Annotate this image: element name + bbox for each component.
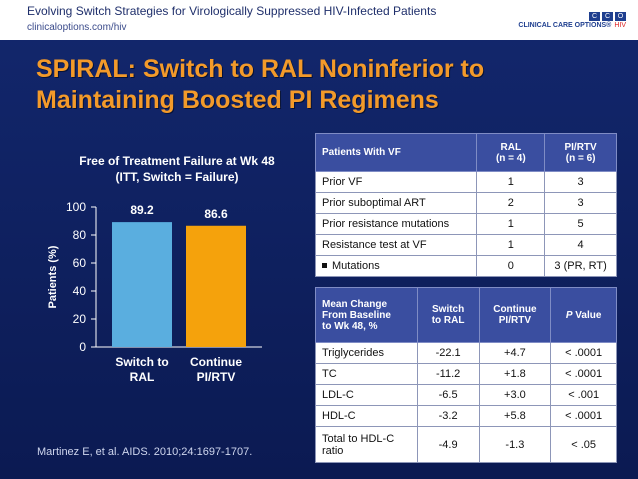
table-row: Mutations 0 3 (PR, RT) [314,255,617,277]
chart-title-line2: (ITT, Switch = Failure) [115,170,239,184]
vf-table-header: Patients With VF RAL (n = 4) PI/RTV (n = 6… [314,133,617,172]
table-row: Prior VF 1 3 [314,171,617,193]
x-category-label: RAL [130,370,155,384]
x-category-label: Continue [190,355,242,369]
table-row: Prior resistance mutations 1 5 [314,213,617,235]
x-category-label: PI/RTV [197,370,236,384]
y-tick-label: 40 [73,284,87,298]
chart-title-line1: Free of Treatment Failure at Wk 48 [79,154,275,168]
vf-header-pi: PI/RTV (n = 6) [544,133,617,172]
slide: SPIRAL: Switch to RAL Noninferior to Mai… [0,40,638,479]
chart-title: Free of Treatment Failure at Wk 48 (ITT,… [52,153,302,185]
slide-title-line1: SPIRAL: Switch to RAL Noninferior to [36,55,485,83]
table-row: HDL-C -3.2 +5.8 < .0001 [315,405,617,427]
logo-name: CLINICAL CARE OPTIONS® [518,22,612,29]
bar [112,222,172,347]
citation: Martinez E, et al. AIDS. 2010;24:1697-17… [37,446,253,458]
table-row: Resistance test at VF 1 4 [314,234,617,256]
vf-table: Patients With VF RAL (n = 4) PI/RTV (n = 6… [314,133,617,277]
header-bar: Evolving Switch Strategies for Virologic… [0,0,638,40]
y-tick-label: 60 [73,256,87,270]
table-row: Prior suboptimal ART 2 3 [314,192,617,214]
y-axis-label: Patients (%) [47,245,59,308]
header-title: Evolving Switch Strategies for Virologic… [27,4,437,18]
x-category-label: Switch to [115,355,168,369]
clinical-care-options-logo: C C O CLINICAL CARE OPTIONS® HIV [516,12,626,34]
bar-value-label: 89.2 [130,203,154,217]
bar-value-label: 86.6 [204,207,228,221]
header-url: clinicaloptions.com/hiv [27,22,127,33]
y-tick-label: 0 [79,340,86,354]
lipid-header-label: Mean Change From Baseline to Wk 48, % [315,287,418,343]
slide-title-line2: Maintaining Boosted PI Regimens [36,86,439,114]
lipid-header-ral: Switch to RAL [416,287,480,343]
lipid-header-pvalue: P Value [550,287,617,343]
logo-suffix: HIV [614,22,626,29]
table-row: LDL-C -6.5 +3.0 < .001 [315,384,617,406]
bar [186,225,246,347]
vf-header-label: Patients With VF [314,133,478,172]
lipid-change-table: Mean Change From Baseline to Wk 48, % Swit… [315,287,617,463]
lipid-table-header: Mean Change From Baseline to Wk 48, % Swit… [315,287,617,343]
logo-mark: C C O [516,12,626,21]
table-row: Total to HDL-C ratio -4.9 -1.3 < .05 [315,426,617,463]
table-row: Triglycerides -22.1 +4.7 < .0001 [315,342,617,364]
table-row: TC -11.2 +1.8 < .0001 [315,363,617,385]
slide-title: SPIRAL: Switch to RAL Noninferior to Mai… [36,54,596,116]
bar-chart: 0 20 40 60 80 100 Patients (%) 89.2 Switch toRAL… [47,200,262,384]
y-tick-label: 20 [73,312,87,326]
lipid-header-pi: Continue PI/RTV [478,287,552,343]
y-tick-label: 80 [73,228,87,242]
bullet-icon [322,262,327,268]
vf-header-ral: RAL (n = 4) [476,133,546,172]
y-tick-label: 100 [66,200,86,214]
